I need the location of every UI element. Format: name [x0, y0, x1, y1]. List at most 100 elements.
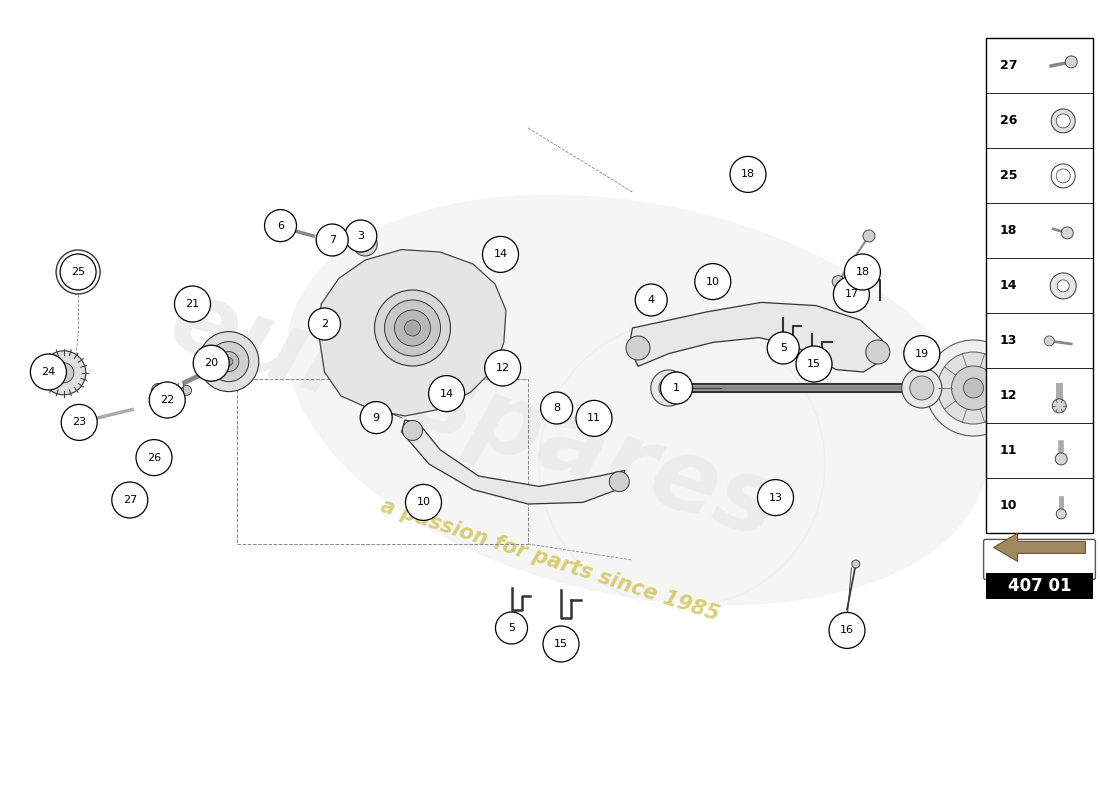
Text: 2: 2 — [321, 319, 328, 329]
Text: 12: 12 — [1000, 390, 1018, 402]
Text: 17: 17 — [845, 290, 858, 299]
Circle shape — [60, 254, 96, 290]
Circle shape — [42, 350, 86, 394]
Circle shape — [902, 368, 942, 408]
Ellipse shape — [287, 194, 989, 606]
Text: 11: 11 — [587, 414, 601, 423]
Text: 14: 14 — [440, 389, 453, 398]
Circle shape — [316, 224, 349, 256]
Text: 14: 14 — [1000, 279, 1018, 293]
Circle shape — [219, 351, 239, 371]
Circle shape — [1062, 227, 1074, 239]
Circle shape — [194, 346, 229, 381]
Text: 26: 26 — [1000, 114, 1018, 127]
Circle shape — [360, 402, 393, 434]
Circle shape — [925, 340, 1022, 436]
Circle shape — [374, 290, 451, 366]
Circle shape — [540, 392, 573, 424]
Text: 3: 3 — [358, 231, 364, 241]
Circle shape — [626, 336, 650, 360]
Text: 14: 14 — [494, 250, 507, 259]
Circle shape — [1056, 509, 1066, 519]
Circle shape — [175, 286, 210, 322]
Circle shape — [1052, 164, 1075, 188]
Circle shape — [429, 376, 464, 411]
Text: 1: 1 — [673, 383, 680, 393]
Circle shape — [56, 250, 100, 294]
Text: 407 01: 407 01 — [1008, 578, 1071, 595]
Circle shape — [54, 362, 74, 382]
Circle shape — [199, 331, 258, 391]
Circle shape — [64, 258, 92, 286]
Circle shape — [829, 613, 865, 648]
Circle shape — [576, 401, 612, 437]
Text: 16: 16 — [840, 626, 854, 635]
Text: 19: 19 — [915, 349, 928, 358]
Text: 4: 4 — [648, 295, 654, 305]
Circle shape — [659, 378, 679, 398]
Circle shape — [1057, 280, 1069, 292]
Text: 22: 22 — [161, 395, 174, 405]
Text: 27: 27 — [1000, 59, 1018, 73]
Circle shape — [385, 300, 440, 356]
Circle shape — [635, 284, 668, 316]
Circle shape — [264, 210, 297, 242]
Text: 8: 8 — [553, 403, 560, 413]
Circle shape — [406, 484, 441, 520]
Text: 18: 18 — [741, 170, 755, 179]
Circle shape — [485, 350, 520, 386]
Text: 10: 10 — [1000, 499, 1018, 513]
Circle shape — [353, 232, 377, 256]
Circle shape — [395, 310, 430, 346]
Text: 5: 5 — [780, 343, 786, 353]
Circle shape — [796, 346, 832, 382]
Text: 26: 26 — [147, 453, 161, 462]
Text: 12: 12 — [496, 363, 509, 373]
Text: 18: 18 — [1000, 225, 1018, 238]
Circle shape — [403, 421, 422, 440]
Circle shape — [1044, 336, 1054, 346]
Circle shape — [952, 366, 996, 410]
Circle shape — [150, 382, 185, 418]
Circle shape — [1065, 56, 1077, 68]
Circle shape — [833, 275, 844, 288]
Polygon shape — [402, 420, 625, 504]
FancyBboxPatch shape — [983, 539, 1096, 579]
Circle shape — [910, 376, 934, 400]
Text: 13: 13 — [1000, 334, 1018, 347]
Circle shape — [1055, 453, 1067, 465]
Circle shape — [937, 352, 1010, 424]
Circle shape — [495, 612, 528, 644]
Circle shape — [964, 378, 983, 398]
Circle shape — [224, 358, 233, 366]
Circle shape — [182, 386, 191, 395]
Circle shape — [1056, 114, 1070, 128]
Circle shape — [152, 383, 165, 398]
Circle shape — [845, 254, 880, 290]
Circle shape — [31, 354, 66, 390]
Circle shape — [904, 336, 939, 371]
Circle shape — [1056, 169, 1070, 183]
Circle shape — [767, 332, 800, 364]
Circle shape — [209, 342, 249, 382]
Text: 24: 24 — [42, 367, 55, 377]
Text: 18: 18 — [856, 267, 869, 277]
Circle shape — [112, 482, 147, 518]
Circle shape — [483, 237, 518, 272]
FancyBboxPatch shape — [986, 574, 1093, 599]
Text: 11: 11 — [1000, 445, 1018, 458]
Text: 21: 21 — [186, 299, 199, 309]
Circle shape — [308, 308, 341, 340]
Text: 9: 9 — [373, 413, 380, 422]
Text: 25: 25 — [1000, 170, 1018, 182]
Circle shape — [866, 340, 890, 364]
Circle shape — [695, 264, 730, 300]
Circle shape — [136, 440, 172, 475]
Circle shape — [864, 230, 874, 242]
Circle shape — [660, 372, 693, 404]
Text: 6: 6 — [277, 221, 284, 230]
Circle shape — [62, 405, 97, 440]
Circle shape — [270, 221, 280, 230]
Polygon shape — [629, 302, 882, 372]
Text: eurospares: eurospares — [157, 272, 789, 560]
